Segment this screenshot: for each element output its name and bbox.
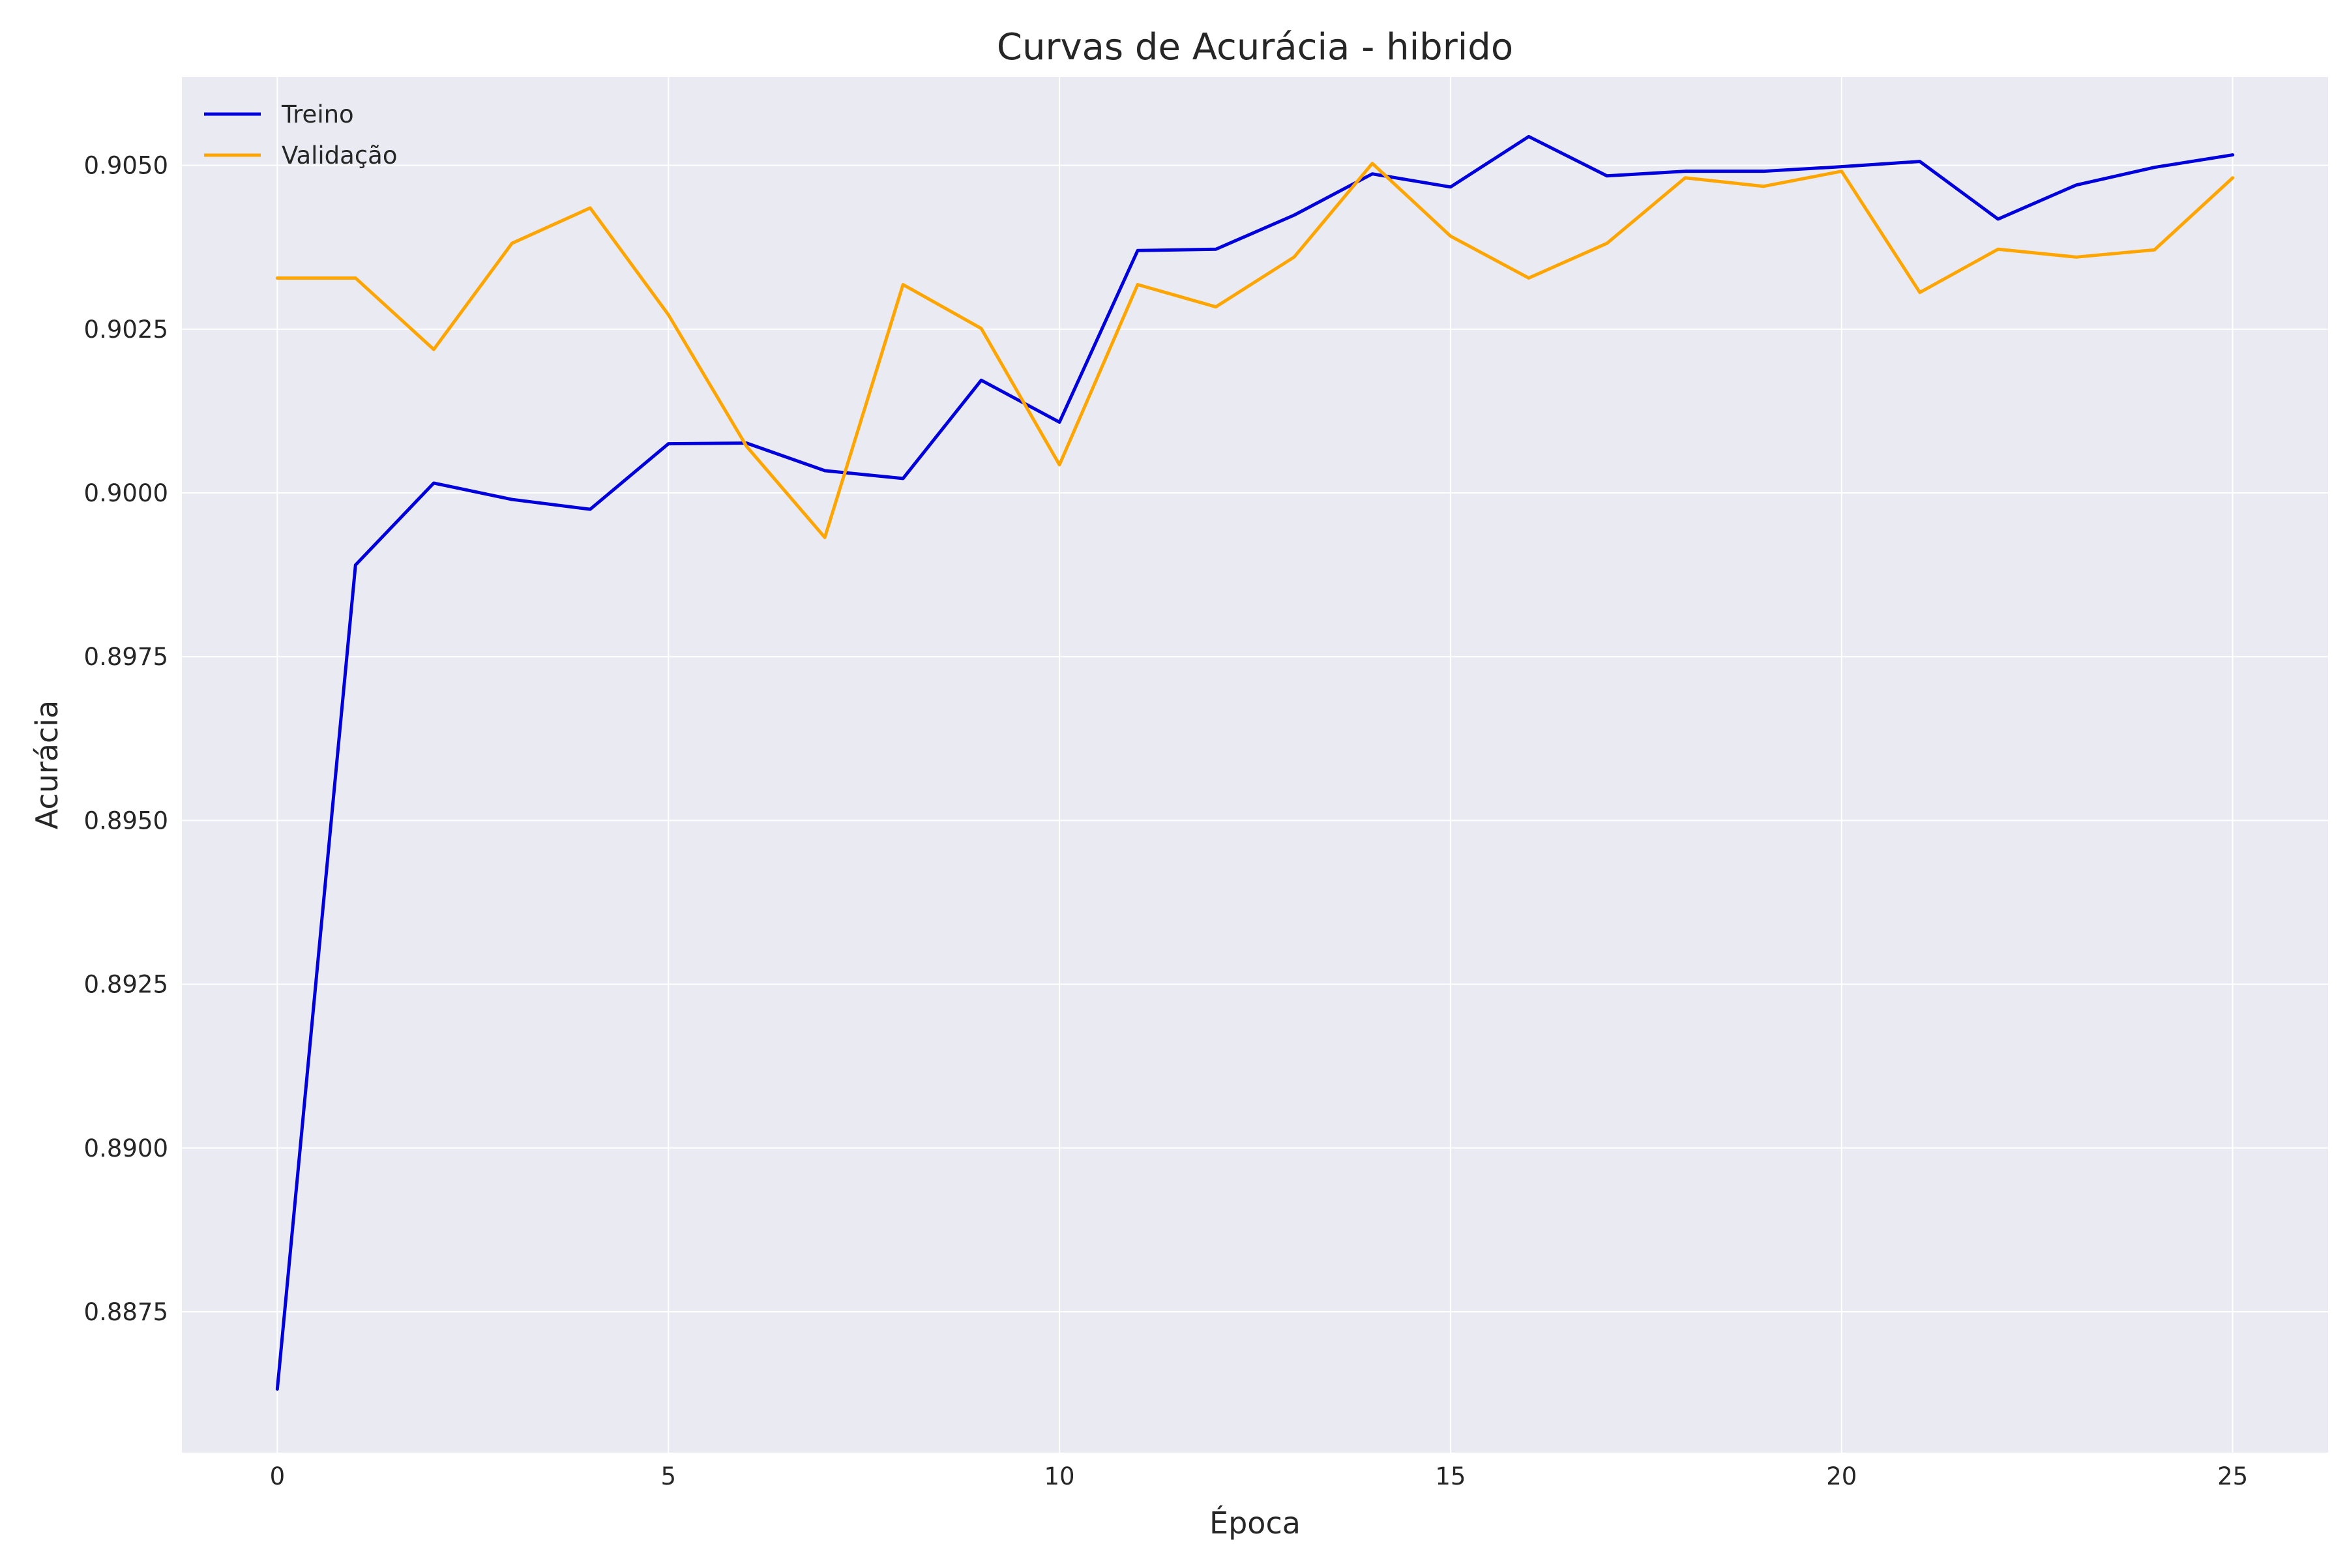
chart-title: Curvas de Acurácia - hibrido: [997, 26, 1513, 68]
x-tick-label: 10: [1044, 1462, 1075, 1490]
y-tick-label: 0.9000: [84, 479, 168, 507]
x-tick-label: 20: [1826, 1462, 1857, 1490]
plot-background: [182, 77, 2328, 1453]
x-axis-label: Época: [1209, 1505, 1301, 1541]
y-tick-labels: 0.8875 0.8900 0.8925 0.8950 0.8975 0.9000 0.90…: [84, 152, 168, 1326]
y-tick-label: 0.9050: [84, 152, 168, 180]
y-tick-label: 0.8950: [84, 806, 168, 835]
x-tick-labels: 0 5 10 15 20 25: [270, 1462, 2249, 1490]
x-tick-label: 15: [1435, 1462, 1466, 1490]
y-tick-label: 0.8875: [84, 1298, 168, 1326]
legend-label-treino: Treino: [281, 100, 354, 128]
series-line-validacao: [275, 162, 2235, 539]
series-lines: [275, 134, 2235, 1391]
y-tick-label: 0.9025: [84, 316, 168, 344]
series-line-treino: [275, 134, 2235, 1391]
y-axis-label: Acurácia: [29, 700, 65, 829]
y-tick-label: 0.8975: [84, 643, 168, 671]
y-tick-label: 0.8900: [84, 1134, 168, 1162]
x-tick-label: 5: [660, 1462, 676, 1490]
x-tick-label: 0: [270, 1462, 286, 1490]
grid-lines: [182, 77, 2328, 1453]
legend: Treino Validação: [204, 100, 397, 170]
y-tick-label: 0.8925: [84, 971, 168, 999]
legend-label-validacao: Validação: [282, 141, 397, 170]
x-tick-label: 25: [2217, 1462, 2248, 1490]
